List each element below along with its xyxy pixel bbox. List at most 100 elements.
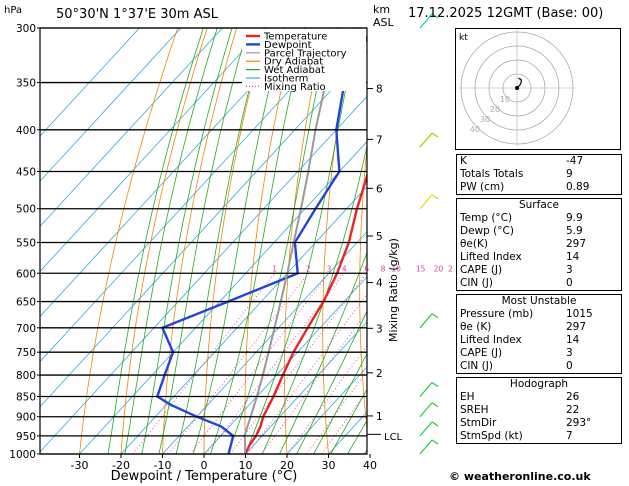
hodograph-frame <box>455 28 621 150</box>
wet-adiabat-line <box>296 310 367 454</box>
general-index-label: K <box>460 155 467 167</box>
x-axis-label: Dewpoint / Temperature (°C) <box>111 469 298 484</box>
background-lines <box>40 0 452 471</box>
axes-layer: 1234681015202530035040045050055060065070… <box>9 23 452 472</box>
pressure-tick-label: 750 <box>16 347 36 359</box>
pressure-tick-label: 300 <box>16 23 36 35</box>
pressure-tick-label: 400 <box>16 125 36 137</box>
unstable-index-value: 3 <box>566 347 573 359</box>
isotherm-line <box>78 140 367 454</box>
surface-index-row: CIN (J) 0 <box>460 277 618 290</box>
pressure-tick-label: 350 <box>16 78 36 90</box>
wind-barb-flag <box>431 132 439 138</box>
x-tick-label: 0 <box>201 459 208 472</box>
mixing-ratio-label: 2 <box>306 264 311 273</box>
wind-barb-flag <box>431 313 439 319</box>
copyright[interactable]: © weatheronline.co.uk <box>449 470 591 483</box>
surface-index-label: Temp (°C) <box>460 212 513 224</box>
wind-barb <box>419 194 433 210</box>
unstable-index-row: Lifted Index 14 <box>460 334 618 347</box>
surface-index-value: 0 <box>566 277 573 289</box>
isotherm-line <box>203 276 367 454</box>
legend-label: Isotherm <box>264 74 308 85</box>
surface-index-label: CAPE (J) <box>460 264 503 276</box>
surface-index-row: Dewp (°C) 5.9 <box>460 225 618 238</box>
legend-label: Dewpoint <box>264 40 312 51</box>
dry-adiabat-line <box>79 28 179 454</box>
surface-index-value: 5.9 <box>566 225 583 237</box>
hodograph-unit: kt <box>459 33 468 43</box>
general-index-row: K -47 <box>460 155 618 168</box>
mixing-ratio-label: 3 <box>327 264 332 273</box>
mixing-ratio-line <box>247 293 367 454</box>
hodograph-index-value: 293° <box>566 417 592 429</box>
km-tick-label: 1 <box>376 411 383 423</box>
unstable-index-row: θe (K) 297 <box>460 321 618 334</box>
legend-label: Wet Adiabat <box>264 65 325 76</box>
unstable-index-label: Lifted Index <box>460 334 522 346</box>
general-index-row: PW (cm) 0.89 <box>460 181 618 194</box>
x-tick-label: -20 <box>112 459 130 472</box>
general-index-label: PW (cm) <box>460 181 505 193</box>
hodograph-index-value: 26 <box>566 391 580 403</box>
wind-barb <box>419 439 433 455</box>
wind-barb <box>419 421 433 437</box>
lcl-label: LCL <box>384 432 403 443</box>
dry-adiabat-line <box>120 28 208 454</box>
pressure-tick-label: 950 <box>16 431 36 443</box>
mixing-ratio-label: 15 <box>416 264 426 273</box>
pressure-tick-label: 500 <box>16 204 36 216</box>
mixing-ratio-label: 25 <box>448 264 452 273</box>
km-tick-label: 4 <box>376 278 383 290</box>
surface-index-label: θe(K) <box>460 238 488 250</box>
unstable-index-value: 297 <box>566 321 587 333</box>
wet-adiabat-line <box>330 388 367 454</box>
pressure-tick-label: 850 <box>16 391 36 403</box>
legend-label: Dry Adiabat <box>264 57 323 68</box>
chart-title: 50°30'N 1°37'E 30m ASL <box>56 7 219 22</box>
surface-indices: Surface Temp (°C) 9.9 Dewp (°C) 5.9 θe(K) 297… <box>456 198 622 291</box>
pressure-tick-label: 800 <box>16 370 36 382</box>
wind-barb-flag <box>431 13 439 19</box>
wind-barb <box>419 132 433 148</box>
hodograph-trace <box>516 77 522 89</box>
isotherm-line <box>40 28 140 137</box>
general-indices: K -47 Totals Totals 9 PW (cm) 0.89 <box>456 154 622 195</box>
series-dewpoint <box>155 34 367 454</box>
unstable-index-value: 1015 <box>566 308 593 320</box>
skewt-diagram: 1234681015202530035040045050055060065070… <box>4 0 452 484</box>
pressure-tick-label: 550 <box>16 237 36 249</box>
hodograph-ring-label: 30 <box>480 115 490 124</box>
most-unstable-indices: Most Unstable Pressure (mb) 1015 θe (K) 297… <box>456 294 622 374</box>
unstable-index-row: Pressure (mb) 1015 <box>460 308 618 321</box>
general-index-label: Totals Totals <box>460 168 524 180</box>
isotherm-line <box>396 0 452 471</box>
pressure-tick-label: 650 <box>16 297 36 309</box>
unstable-index-label: Pressure (mb) <box>460 308 534 320</box>
y-axis-label: hPa <box>4 5 22 16</box>
unstable-index-value: 14 <box>566 334 580 346</box>
isotherm-line <box>120 186 367 454</box>
km-tick-label: 7 <box>376 134 383 146</box>
indices-panel: K -47 Totals Totals 9 PW (cm) 0.89 Surface Te… <box>456 154 622 447</box>
isotherm-line <box>161 231 367 454</box>
hodograph-index-label: EH <box>460 391 475 403</box>
wind-barb-flag <box>431 381 439 387</box>
mixing-ratio-label: 1 <box>272 264 277 273</box>
wind-barb-flag <box>431 421 439 427</box>
surface-index-value: 297 <box>566 238 587 250</box>
general-index-value: 0.89 <box>566 181 590 193</box>
general-index-value: 9 <box>566 168 573 180</box>
wet-adiabat-line <box>347 419 367 454</box>
hodograph-index-row: SREH 22 <box>460 404 618 417</box>
surface-index-value: 3 <box>566 264 573 276</box>
unstable-index-row: CAPE (J) 3 <box>460 347 618 360</box>
surface-index-value: 14 <box>566 251 580 263</box>
mixing-ratio-label: 20 <box>434 264 444 273</box>
unstable-index-row: CIN (J) 0 <box>460 360 618 373</box>
mixing-ratio-label: 8 <box>381 264 386 273</box>
isotherm-line <box>40 95 367 453</box>
wind-barb-flag <box>431 402 439 408</box>
